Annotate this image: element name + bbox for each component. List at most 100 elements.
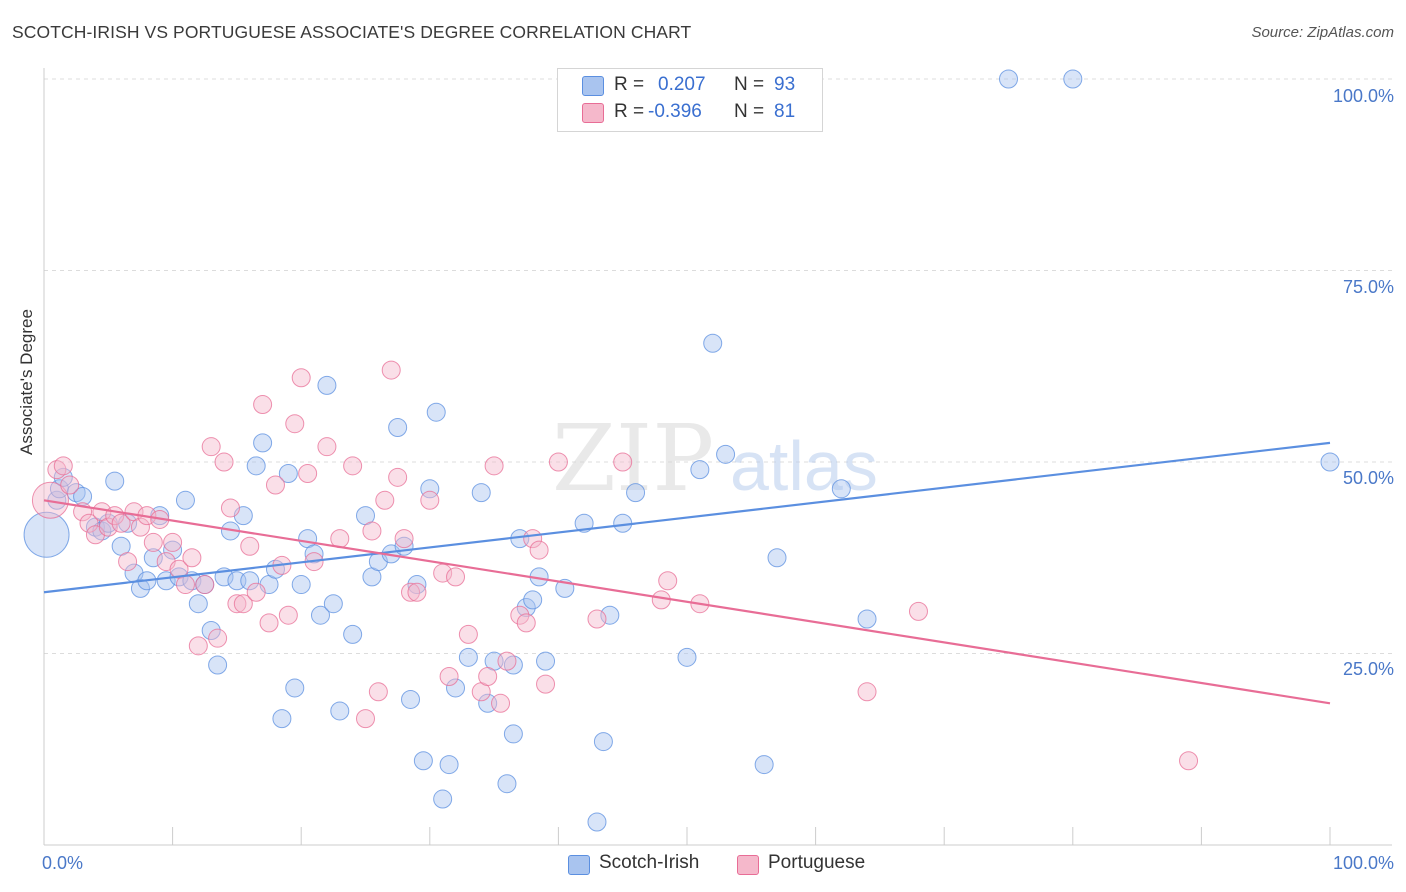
portuguese-point (394, 529, 414, 549)
portuguese-point (458, 624, 478, 644)
scotch-irish-point (516, 598, 536, 618)
y-tick-label: 25.0% (1342, 659, 1394, 679)
gridlines (44, 78, 1392, 654)
legend-row-portuguese: R = -0.396 N = 81 (558, 101, 820, 127)
scotch-irish-point (208, 655, 228, 675)
scotch-irish-point (574, 513, 594, 533)
x-tick-label-left: 0.0% (42, 853, 84, 873)
scotch-irish-point (767, 548, 787, 568)
portuguese-point (658, 571, 678, 591)
portuguese-point (587, 609, 607, 629)
scotch-irish-point (163, 540, 183, 560)
portuguese-point (516, 613, 536, 633)
scotch-irish-point (285, 678, 305, 698)
scotch-irish-point (497, 774, 517, 794)
scotch-irish-point (703, 333, 723, 353)
portuguese-point (175, 575, 195, 595)
scotch-irish-point (754, 755, 774, 775)
scotch-irish-point (420, 479, 440, 499)
legend-r-value: -0.396 (648, 101, 702, 122)
portuguese-point (548, 452, 568, 472)
portuguese-point (497, 651, 517, 671)
scotch-irish-point (999, 69, 1018, 89)
bottom-legend-swatch (568, 855, 590, 875)
scotch-irish-point (690, 460, 710, 480)
portuguese-point (253, 395, 273, 415)
scotch-irish-point (272, 709, 292, 729)
scotch-irish-point (253, 433, 273, 453)
portuguese-point (343, 456, 363, 476)
scotch-irish-point (439, 755, 459, 775)
portuguese-point (651, 590, 671, 610)
scotch-irish-point (433, 789, 453, 809)
trend-lines (43, 441, 1331, 705)
portuguese-point (79, 513, 99, 533)
portuguese-point (857, 682, 877, 702)
scotch-irish-point (426, 402, 446, 422)
portuguese-point (388, 467, 408, 487)
portuguese-point (246, 582, 266, 602)
scotch-irish-point (143, 548, 163, 568)
portuguese-point (195, 575, 215, 595)
portuguese-point (285, 414, 305, 434)
portuguese-point (317, 437, 337, 457)
portuguese-point (130, 517, 150, 537)
scotch-irish-point (401, 689, 421, 709)
portuguese-point (446, 567, 466, 587)
portuguese-point (356, 709, 375, 729)
scotch-irish-point (304, 544, 324, 564)
scotch-irish-point (857, 609, 877, 629)
portuguese-point (60, 475, 80, 495)
scotch-irish-point (446, 678, 466, 698)
portuguese-point (510, 605, 530, 625)
y-axis-label: Associate's Degree (17, 309, 36, 455)
scotch-irish-point (388, 418, 408, 438)
portuguese-point (407, 582, 427, 602)
portuguese-point (401, 582, 421, 602)
portuguese-point (227, 594, 247, 614)
legend-n-label: N = (734, 101, 770, 122)
portuguese-point (381, 360, 401, 380)
portuguese-point (291, 368, 311, 388)
scotch-irish-point (716, 444, 736, 464)
legend-r-label: R = (614, 74, 650, 95)
portuguese-point (491, 693, 511, 713)
scotch-irish-point (831, 479, 851, 499)
portuguese-point (529, 540, 549, 560)
portuguese-point (278, 605, 298, 625)
x-tick-label-right: 100.0% (1332, 853, 1394, 873)
watermark: ZIP atlas (552, 405, 878, 512)
scotch-irish-point (317, 375, 337, 395)
watermark-zip: ZIP (552, 405, 714, 512)
scotch-irish-point (593, 732, 613, 752)
scotch-irish-point (240, 571, 260, 591)
portuguese-point (484, 456, 504, 476)
portuguese-point (188, 636, 208, 656)
y-tick-label: 50.0% (1342, 468, 1394, 488)
portuguese-point (214, 452, 234, 472)
portuguese-point (143, 532, 163, 552)
legend-n-value: 81 (774, 101, 796, 122)
trend-line-portuguese (43, 499, 1331, 705)
portuguese-point (420, 490, 440, 510)
scotch-irish-point (130, 578, 150, 598)
scotch-irish-point (23, 511, 70, 558)
scotch-irish-point (156, 571, 176, 591)
portuguese-point (362, 521, 382, 541)
legend-r-label: R = (614, 101, 650, 122)
portuguese-point (111, 513, 131, 533)
legend-swatch-portuguese (582, 103, 604, 123)
scotch-irish-point (536, 651, 556, 671)
portuguese-point (536, 674, 556, 694)
legend-r-value: 0.207 (658, 74, 706, 95)
scotch-irish-point (626, 483, 646, 503)
scotch-irish-point (201, 621, 221, 641)
scotch-irish-point (246, 456, 266, 476)
portuguese-point (208, 628, 228, 648)
portuguese-point (1179, 751, 1199, 771)
portuguese-point (439, 666, 459, 686)
portuguese-point (613, 452, 633, 472)
portuguese-point (368, 682, 388, 702)
scotch-irish-point (1063, 69, 1083, 89)
